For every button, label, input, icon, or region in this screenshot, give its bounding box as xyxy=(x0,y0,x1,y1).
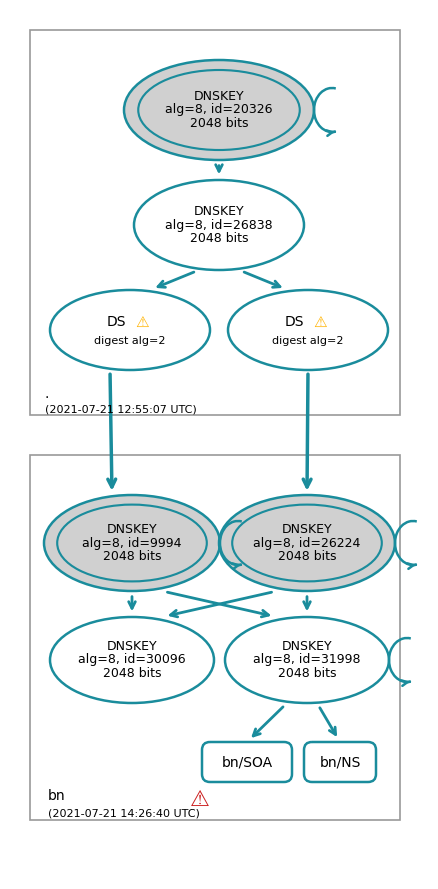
FancyBboxPatch shape xyxy=(30,30,399,415)
Text: 2048 bits: 2048 bits xyxy=(277,550,336,563)
Text: ⚠: ⚠ xyxy=(312,315,326,330)
Ellipse shape xyxy=(50,290,209,370)
Text: DNSKEY: DNSKEY xyxy=(106,640,157,653)
Text: 2048 bits: 2048 bits xyxy=(189,117,247,130)
Ellipse shape xyxy=(219,495,394,591)
Ellipse shape xyxy=(134,180,303,270)
Text: digest alg=2: digest alg=2 xyxy=(94,336,166,346)
Text: DS: DS xyxy=(283,315,303,329)
Text: (2021-07-21 14:26:40 UTC): (2021-07-21 14:26:40 UTC) xyxy=(48,808,199,818)
Text: (2021-07-21 12:55:07 UTC): (2021-07-21 12:55:07 UTC) xyxy=(45,405,196,415)
Text: alg=8, id=26224: alg=8, id=26224 xyxy=(253,536,360,549)
Text: DNSKEY: DNSKEY xyxy=(281,523,332,536)
Text: DNSKEY: DNSKEY xyxy=(193,205,244,218)
Text: alg=8, id=9994: alg=8, id=9994 xyxy=(82,536,181,549)
Ellipse shape xyxy=(227,290,387,370)
Text: DNSKEY: DNSKEY xyxy=(193,90,244,103)
Text: 2048 bits: 2048 bits xyxy=(277,667,336,680)
Ellipse shape xyxy=(225,617,388,703)
Text: 2048 bits: 2048 bits xyxy=(102,550,161,563)
Text: bn/SOA: bn/SOA xyxy=(221,755,272,769)
Text: ⚠: ⚠ xyxy=(190,790,209,810)
Text: bn/NS: bn/NS xyxy=(318,755,360,769)
Text: alg=8, id=26838: alg=8, id=26838 xyxy=(165,219,272,231)
Text: alg=8, id=30096: alg=8, id=30096 xyxy=(78,653,185,667)
Text: alg=8, id=20326: alg=8, id=20326 xyxy=(165,103,272,116)
Ellipse shape xyxy=(44,495,219,591)
Text: alg=8, id=31998: alg=8, id=31998 xyxy=(253,653,360,667)
Text: DNSKEY: DNSKEY xyxy=(281,640,332,653)
Ellipse shape xyxy=(50,617,213,703)
Text: DS: DS xyxy=(106,315,125,329)
Text: 2048 bits: 2048 bits xyxy=(189,232,247,245)
Text: ⚠: ⚠ xyxy=(135,315,148,330)
Text: 2048 bits: 2048 bits xyxy=(102,667,161,680)
PathPatch shape xyxy=(303,742,375,782)
Text: DNSKEY: DNSKEY xyxy=(106,523,157,536)
Text: bn: bn xyxy=(48,789,65,803)
Text: .: . xyxy=(45,387,49,401)
Ellipse shape xyxy=(124,60,313,160)
Text: digest alg=2: digest alg=2 xyxy=(272,336,343,346)
FancyBboxPatch shape xyxy=(30,455,399,820)
PathPatch shape xyxy=(201,742,291,782)
